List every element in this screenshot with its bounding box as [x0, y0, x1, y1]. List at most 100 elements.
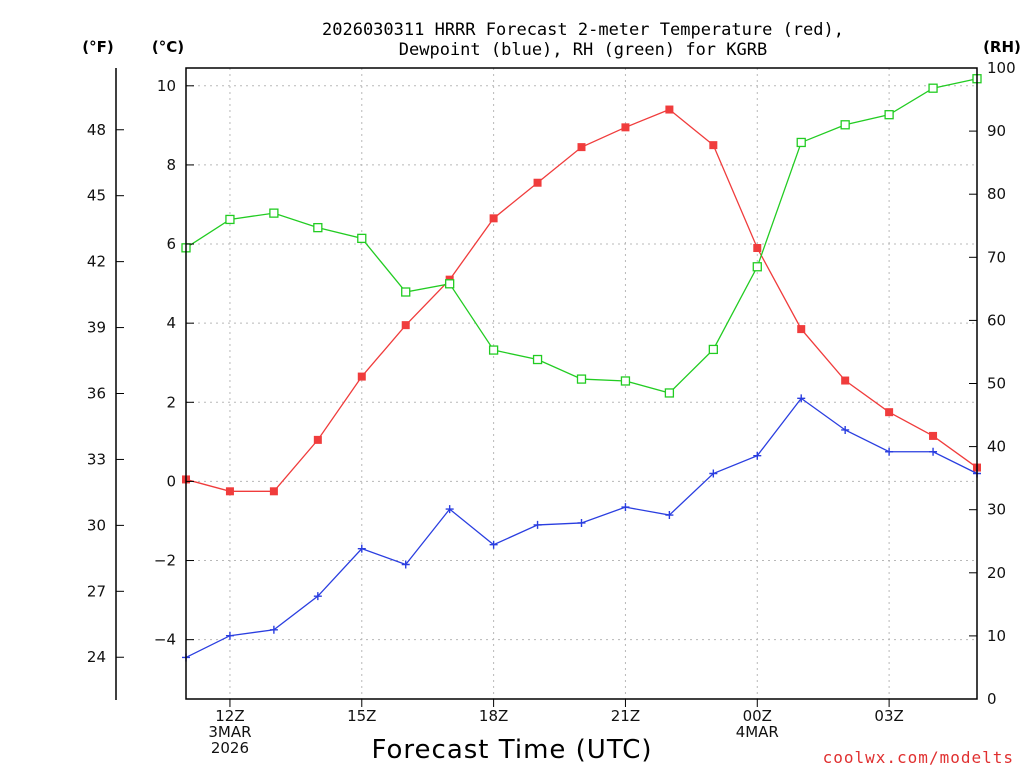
temperature-point [929, 431, 938, 440]
rh-point [928, 83, 938, 93]
fahrenheit-tick-label: 30 [87, 516, 106, 534]
rh-line [185, 78, 978, 394]
temperature-point [357, 372, 366, 381]
rh-point [620, 376, 631, 386]
celsius-tick-label: 6 [166, 235, 176, 253]
rh-tick-label: 30 [987, 501, 1006, 519]
dewpoint-point [709, 469, 718, 478]
dewpoint-point [753, 451, 762, 460]
x-tick-label: 4MAR [736, 723, 779, 741]
chart-title-line-2: Dewpoint (blue), RH (green) for KGRB [399, 40, 767, 60]
temperature-point [269, 487, 278, 496]
data-series [181, 74, 982, 662]
dewpoint-point [665, 511, 674, 520]
celsius-tick-label: 0 [166, 472, 176, 490]
fahrenheit-tick-label: 36 [87, 385, 106, 403]
x-tick-label: 03Z [874, 707, 903, 725]
rh-point [708, 344, 718, 355]
celsius-tick-label: 2 [166, 393, 176, 411]
dewpoint-point [621, 503, 630, 512]
fahrenheit-tick-label: 33 [87, 450, 106, 468]
x-tick-label: 21Z [611, 707, 640, 725]
temperature-point [797, 325, 806, 334]
rh-point [840, 120, 850, 130]
dewpoint-point [313, 592, 322, 601]
rh-tick-label: 10 [987, 627, 1006, 645]
rh-point [357, 233, 367, 244]
dewpoint-point [929, 447, 938, 456]
rh-point [664, 388, 675, 398]
rh-tick-label: 90 [987, 122, 1006, 140]
rh-tick-label: 40 [987, 438, 1006, 456]
temperature-point [577, 143, 586, 152]
x-tick-label: 3MAR [208, 723, 251, 741]
temperature-point [313, 435, 322, 444]
chart-title-line-1: 2026030311 HRRR Forecast 2-meter Tempera… [322, 20, 844, 40]
dewpoint-point [225, 631, 234, 640]
credit-text: coolwx.com/modelts [823, 748, 1014, 767]
rh-tick-label: 60 [987, 311, 1006, 329]
temperature-point [225, 487, 234, 496]
rh-tick-label: 50 [987, 375, 1006, 393]
rh-tick-label: 20 [987, 564, 1006, 582]
fahrenheit-unit-label: (°F) [82, 38, 113, 56]
rh-point [313, 222, 323, 233]
rh-point [401, 287, 411, 297]
celsius-unit-label: (°C) [152, 38, 184, 56]
temperature-line [185, 108, 978, 492]
rh-point [884, 110, 894, 120]
rh-point [796, 137, 806, 148]
rh-unit-label: (RH) [983, 38, 1021, 56]
x-tick-label: 15Z [347, 707, 376, 725]
temperature-point [621, 123, 630, 132]
rh-point [269, 208, 279, 218]
fahrenheit-tick-label: 45 [87, 187, 106, 205]
dewpoint-point [489, 540, 498, 549]
rh-point [445, 279, 455, 289]
celsius-tick-label: 8 [166, 156, 176, 174]
temperature-point [885, 408, 894, 417]
temperature-point [753, 244, 762, 253]
celsius-tick-label: −4 [154, 631, 176, 649]
fahrenheit-tick-label: 39 [87, 319, 106, 337]
dewpoint-point [841, 425, 850, 434]
temperature-point [709, 141, 718, 150]
dewpoint-point [401, 560, 410, 569]
fahrenheit-tick-label: 42 [87, 253, 106, 271]
dewpoint-point [533, 520, 542, 529]
x-tick-label: 2026 [211, 739, 249, 757]
fahrenheit-tick-label: 48 [87, 121, 106, 139]
rh-point [576, 374, 587, 384]
rh-point [752, 262, 762, 272]
dewpoint-point [269, 625, 278, 634]
dewpoint-point [885, 447, 894, 456]
rh-point [225, 214, 235, 225]
fahrenheit-tick-label: 24 [87, 648, 106, 666]
celsius-tick-label: 10 [157, 77, 176, 95]
celsius-tick-label: 4 [166, 314, 176, 332]
x-tick-label: 00Z [743, 707, 772, 725]
rh-tick-label: 70 [987, 248, 1006, 266]
rh-tick-label: 100 [987, 59, 1016, 77]
rh-point [488, 345, 499, 355]
x-tick-label: 18Z [479, 707, 508, 725]
temperature-point [489, 214, 498, 223]
celsius-tick-label: −2 [154, 552, 176, 570]
x-tick-label: 12Z [215, 707, 244, 725]
dewpoint-point [357, 544, 366, 553]
temperature-point [841, 376, 850, 385]
rh-tick-label: 0 [987, 690, 997, 708]
dewpoint-point [445, 505, 454, 514]
dewpoint-point [797, 394, 806, 403]
dewpoint-point [577, 518, 586, 527]
temperature-point [401, 321, 410, 330]
x-axis-label: Forecast Time (UTC) [371, 735, 652, 765]
rh-point [532, 354, 543, 365]
dewpoint-line [185, 397, 978, 659]
fahrenheit-tick-label: 27 [87, 582, 106, 600]
rh-tick-label: 80 [987, 185, 1006, 203]
temperature-point [533, 178, 542, 187]
temperature-point [665, 105, 674, 114]
